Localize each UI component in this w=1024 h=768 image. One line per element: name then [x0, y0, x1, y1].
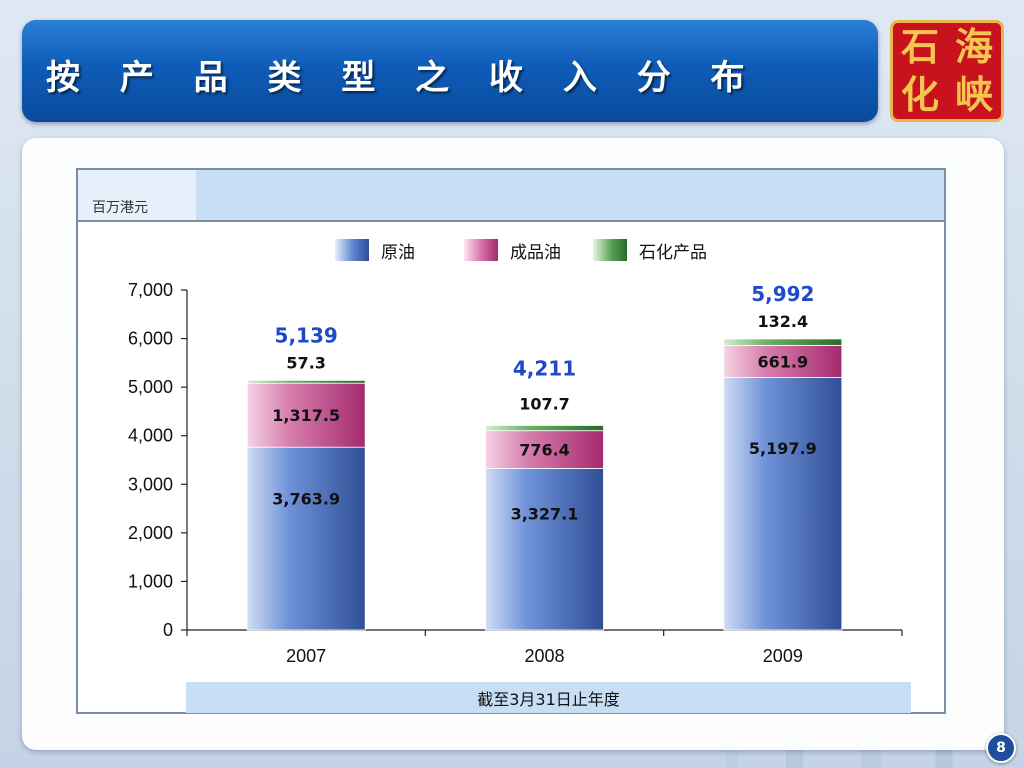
logo-char: 海 — [954, 24, 993, 69]
x-tick-label: 2008 — [524, 646, 564, 666]
y-tick-label: 3,000 — [128, 474, 173, 494]
data-label-refined: 1,317.5 — [272, 406, 340, 425]
legend-item-petrochemical: 石化产品 — [593, 238, 707, 263]
data-label-petrochemical: 57.3 — [286, 353, 325, 372]
legend-swatch-refined — [464, 239, 498, 261]
legend-swatch-petrochemical — [593, 239, 627, 261]
slide-title: 按 产 品 类 型 之 收 入 分 布 — [46, 58, 759, 98]
y-tick-label: 0 — [163, 620, 173, 640]
legend-item-crude: 原油 — [335, 238, 415, 263]
legend-label-refined: 成品油 — [510, 242, 561, 263]
total-label: 5,139 — [275, 323, 338, 347]
data-label-crude: 3,327.1 — [511, 505, 579, 524]
logo-char: 峡 — [954, 72, 993, 117]
period-band — [186, 682, 911, 713]
y-tick-label: 5,000 — [128, 377, 173, 397]
bar-segment-crude — [723, 377, 843, 631]
logo-char: 石 — [900, 24, 939, 69]
legend-swatch-crude — [335, 239, 369, 261]
data-label-refined: 661.9 — [758, 352, 809, 371]
total-label: 5,992 — [751, 282, 814, 306]
unit-cell — [78, 170, 196, 220]
y-tick-label: 1,000 — [128, 571, 173, 591]
total-label: 4,211 — [513, 356, 576, 380]
y-tick-label: 6,000 — [128, 329, 173, 349]
data-label-petrochemical: 107.7 — [519, 394, 570, 413]
data-label-crude: 3,763.9 — [272, 489, 340, 508]
period-label: 截至3月31日止年度 — [477, 690, 620, 709]
y-tick-label: 7,000 — [128, 280, 173, 300]
legend-label-petrochemical: 石化产品 — [639, 242, 707, 263]
page-number: 8 — [986, 733, 1016, 763]
data-label-crude: 5,197.9 — [749, 439, 817, 458]
y-tick-label: 4,000 — [128, 426, 173, 446]
legend-item-refined: 成品油 — [464, 238, 561, 263]
bar-segment-petrochemical — [246, 380, 366, 384]
data-label-refined: 776.4 — [519, 441, 570, 460]
unit-label: 百万港元 — [92, 200, 148, 216]
bar-segment-petrochemical — [485, 425, 604, 432]
bar-segment-petrochemical — [723, 338, 843, 346]
logo-char: 化 — [900, 72, 939, 117]
x-tick-label: 2009 — [763, 646, 803, 666]
bar-segment-refined — [723, 344, 843, 378]
company-logo: 石 海 化 峡 — [890, 20, 1004, 122]
y-tick-label: 2,000 — [128, 523, 173, 543]
bar-segment-crude — [485, 467, 604, 631]
title-bar: 按 产 品 类 型 之 收 入 分 布 — [22, 20, 878, 122]
unit-band — [78, 170, 944, 222]
data-label-petrochemical: 132.4 — [758, 312, 809, 331]
bar-segment-refined — [485, 430, 604, 469]
x-tick-label: 2007 — [286, 646, 326, 666]
legend-label-crude: 原油 — [381, 242, 415, 263]
bar-segment-refined — [246, 382, 366, 448]
bar-segment-crude — [246, 446, 366, 631]
